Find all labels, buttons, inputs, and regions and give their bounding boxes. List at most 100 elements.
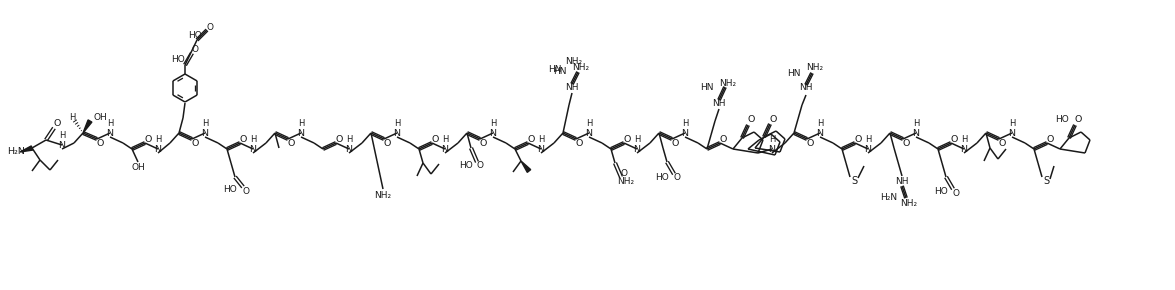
Text: O: O [96, 139, 103, 148]
Text: O: O [192, 46, 199, 55]
Text: O: O [192, 139, 199, 148]
Text: H: H [538, 135, 544, 144]
Text: H: H [913, 119, 919, 128]
Text: H: H [768, 135, 776, 144]
Text: N: N [633, 146, 640, 155]
Text: H: H [442, 135, 448, 144]
Text: NH₂: NH₂ [572, 63, 590, 72]
Text: NH₂: NH₂ [617, 177, 634, 186]
Text: H₂N: H₂N [880, 193, 897, 202]
Text: HO: HO [1055, 115, 1069, 124]
Text: N: N [442, 146, 449, 155]
Text: N: N [201, 130, 208, 139]
Text: H: H [155, 135, 161, 144]
Text: H: H [682, 119, 689, 128]
Text: NH₂: NH₂ [806, 64, 824, 72]
Text: O: O [576, 139, 583, 148]
Text: H: H [961, 135, 967, 144]
Text: N: N [585, 130, 592, 139]
Text: O: O [240, 135, 247, 144]
Text: N: N [682, 130, 689, 139]
Text: HO: HO [459, 160, 474, 169]
Text: NH₂: NH₂ [719, 79, 737, 88]
Text: H: H [202, 119, 208, 128]
Text: O: O [477, 162, 483, 171]
Text: N: N [817, 130, 824, 139]
Text: H: H [490, 119, 496, 128]
Text: S: S [851, 176, 857, 186]
Text: O: O [242, 186, 249, 195]
Text: O: O [951, 135, 958, 144]
Text: N: N [107, 130, 114, 139]
Text: NH: NH [895, 177, 908, 186]
Text: HN: HN [549, 66, 562, 75]
Text: N: N [154, 146, 161, 155]
Text: O: O [53, 119, 61, 128]
Text: N: N [490, 130, 497, 139]
Text: O: O [620, 169, 627, 179]
Text: N: N [913, 130, 920, 139]
Text: O: O [953, 188, 960, 197]
Text: N: N [537, 146, 544, 155]
Text: O: O [806, 139, 813, 148]
Text: O: O [528, 135, 535, 144]
Text: H: H [345, 135, 352, 144]
Text: O: O [854, 135, 861, 144]
Text: HN: HN [700, 84, 714, 93]
Text: N: N [297, 130, 304, 139]
Text: N: N [249, 146, 256, 155]
Text: O: O [673, 173, 680, 182]
Text: N: N [960, 146, 967, 155]
Text: O: O [479, 139, 486, 148]
Text: O: O [335, 135, 343, 144]
Text: OH: OH [132, 162, 145, 171]
Text: N: N [768, 146, 776, 155]
Text: N: N [865, 146, 872, 155]
Text: O: O [145, 135, 152, 144]
Text: O: O [770, 115, 777, 124]
Text: H: H [865, 135, 871, 144]
Text: NH: NH [712, 99, 726, 108]
Text: O: O [1046, 135, 1054, 144]
Text: O: O [747, 115, 754, 124]
Text: H: H [633, 135, 640, 144]
Text: H: H [817, 119, 824, 128]
Text: OH: OH [93, 113, 107, 122]
Text: N: N [59, 142, 66, 151]
Text: H: H [586, 119, 592, 128]
Text: HO: HO [188, 30, 202, 39]
Text: H: H [297, 119, 304, 128]
Polygon shape [521, 161, 531, 172]
Text: NH₂: NH₂ [565, 57, 583, 66]
Text: HO: HO [172, 55, 184, 64]
Text: H: H [107, 119, 113, 128]
Text: O: O [288, 139, 295, 148]
Text: O: O [1074, 115, 1082, 124]
Text: O: O [719, 135, 726, 144]
Text: O: O [207, 23, 214, 32]
Text: O: O [999, 139, 1006, 148]
Text: NH: NH [799, 84, 813, 93]
Polygon shape [83, 120, 92, 133]
Text: O: O [671, 139, 679, 148]
Text: H: H [1009, 119, 1015, 128]
Text: NH: NH [565, 82, 579, 92]
Text: H: H [394, 119, 401, 128]
Text: NH₂: NH₂ [375, 191, 391, 200]
Text: O: O [623, 135, 631, 144]
Text: H: H [59, 131, 65, 140]
Text: H₂N: H₂N [7, 148, 25, 157]
Polygon shape [20, 146, 33, 152]
Text: H: H [69, 113, 75, 122]
Text: HO: HO [934, 188, 948, 197]
Text: S: S [1043, 176, 1049, 186]
Text: HN: HN [787, 68, 801, 77]
Text: O: O [383, 139, 390, 148]
Text: NH₂: NH₂ [900, 198, 918, 208]
Text: O: O [431, 135, 438, 144]
Text: HO: HO [223, 186, 237, 195]
Text: HO: HO [656, 173, 669, 182]
Text: O: O [902, 139, 909, 148]
Text: HN: HN [553, 68, 568, 77]
Text: N: N [345, 146, 352, 155]
